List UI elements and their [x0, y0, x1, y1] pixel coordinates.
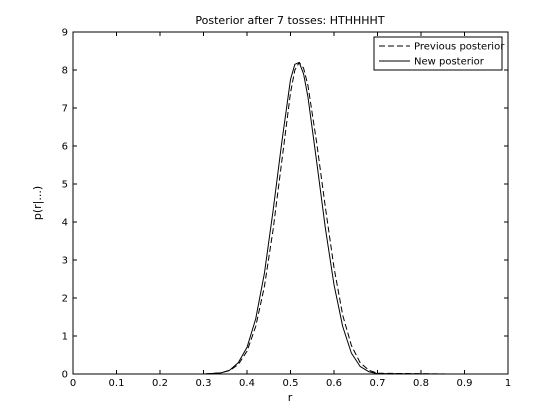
x-tick-label: 1 [505, 378, 511, 389]
y-tick-label: 3 [62, 256, 68, 267]
x-tick-label: 0.7 [370, 378, 386, 389]
x-tick-label: 0.9 [457, 378, 473, 389]
x-tick-label: 0.2 [152, 378, 168, 389]
y-tick-label: 6 [62, 142, 68, 153]
axis-ticks: 0 0.1 0.2 0.3 0.4 0.5 0.6 0.7 0.8 0.9 1 0 1 2 3 4 5 6 7 8 9 [62, 28, 512, 390]
y-tick-label: 9 [62, 28, 68, 39]
x-tick-label: 0.6 [326, 378, 342, 389]
y-tick-label: 1 [62, 332, 68, 343]
x-tick-label: 0.1 [109, 378, 125, 389]
y-axis-label: p(r|...) [31, 186, 44, 220]
series-line-new-posterior [142, 61, 448, 375]
y-tick-label: 4 [62, 218, 68, 229]
legend: Previous posterior New posterior [373, 36, 505, 71]
y-tick-label: 7 [62, 104, 68, 115]
y-tick-label: 8 [62, 66, 68, 77]
x-axis-label: r [288, 391, 293, 404]
x-tick-label: 0 [70, 378, 76, 389]
y-tick-label: 5 [62, 180, 68, 191]
chart-title: Posterior after 7 tosses: HTHHHHT [195, 14, 384, 27]
x-tick-label: 0.3 [196, 378, 212, 389]
y-tick-label: 0 [62, 370, 68, 381]
x-tick-label: 0.8 [413, 378, 429, 389]
legend-label-previous-posterior: Previous posterior [414, 42, 505, 53]
x-tick-label: 0.4 [239, 378, 255, 389]
y-tick-label: 2 [62, 294, 68, 305]
series-lines [142, 61, 448, 375]
legend-box [373, 36, 503, 71]
legend-label-new-posterior: New posterior [414, 57, 485, 68]
x-tick-label: 0.5 [283, 378, 299, 389]
